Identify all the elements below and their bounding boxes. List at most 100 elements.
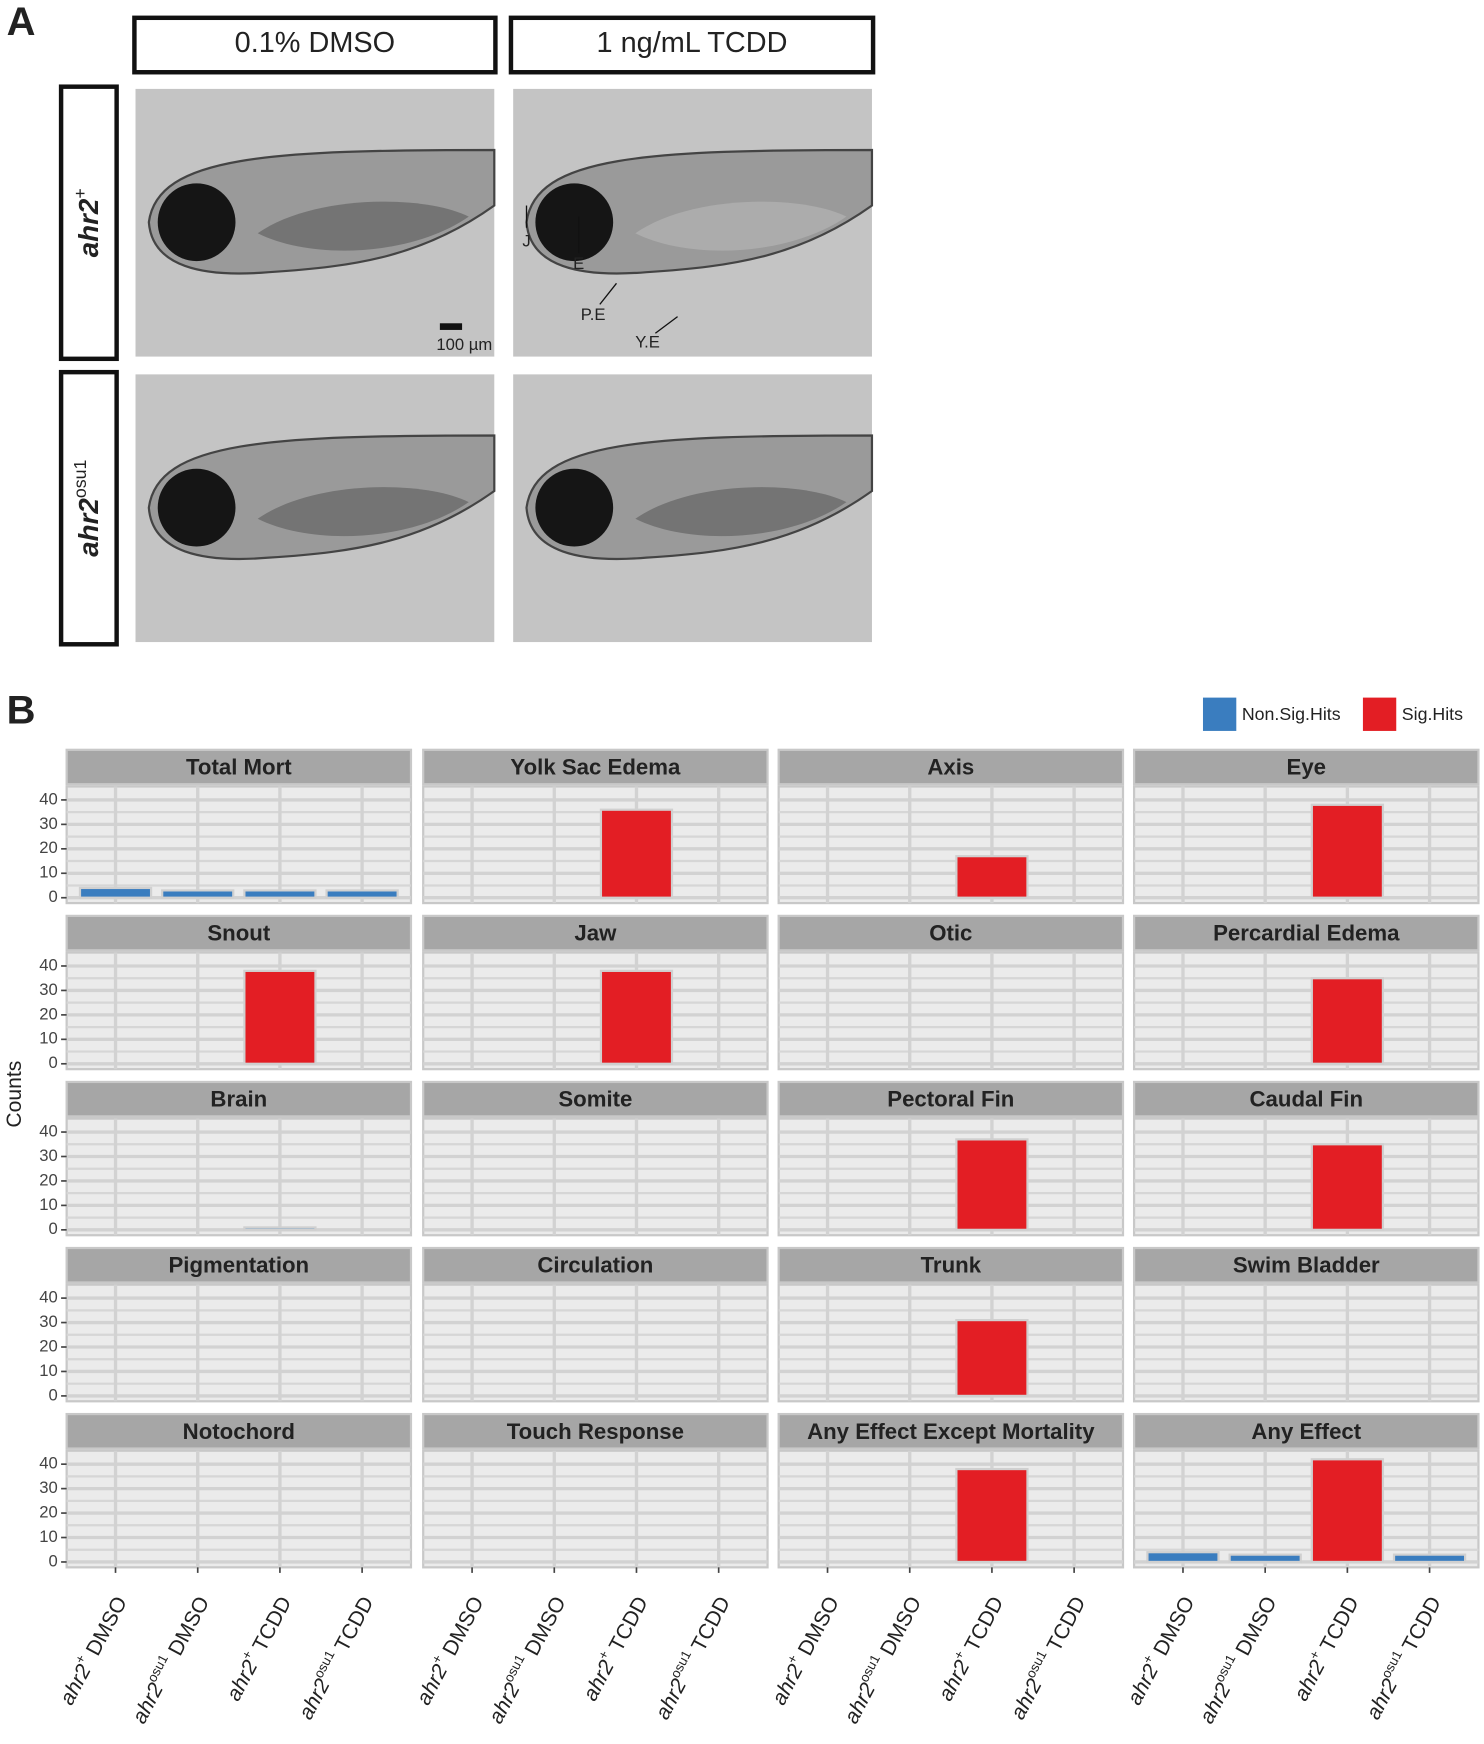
y-tick-label: 30	[39, 1312, 58, 1331]
strip-bg	[1132, 1080, 1480, 1118]
strip-title: Touch Response	[507, 1419, 684, 1444]
strip-title: Somite	[558, 1087, 632, 1112]
column-header: 1 ng/mL TCDD	[597, 27, 788, 59]
annotation: J	[522, 232, 530, 251]
treatment: TCDD	[960, 1593, 1008, 1656]
strip-bg	[777, 1080, 1125, 1118]
column-header-box	[132, 15, 498, 75]
strip-bg	[1132, 748, 1480, 786]
y-tick-label: 40	[39, 1288, 58, 1307]
column-header: 0.1% DMSO	[235, 27, 395, 59]
y-tick-label: 0	[48, 1219, 57, 1238]
strip-bg	[422, 1412, 769, 1450]
strip-title: Yolk Sac Edema	[510, 755, 681, 780]
strip-bg	[777, 748, 1125, 786]
x-tick-label: ahr2osu1 DMSO	[836, 1591, 925, 1727]
scale-bar-label: 100 µm	[436, 335, 492, 354]
gene: ahr2	[1289, 1656, 1329, 1704]
gene: ahr2	[1195, 1679, 1235, 1727]
bar	[325, 889, 399, 899]
row-header: ahr2osu1	[70, 460, 105, 557]
gene: ahr2	[55, 1660, 95, 1708]
panel-bg	[422, 1117, 769, 1237]
larva-gut	[257, 487, 469, 537]
strip-bg	[1132, 1246, 1480, 1284]
x-tick-label: ahr2+ DMSO	[1120, 1591, 1199, 1709]
strip-title: Pectoral Fin	[887, 1087, 1014, 1112]
y-tick-label: 20	[39, 1336, 58, 1355]
panel-bg	[777, 951, 1125, 1071]
treatment: TCDD	[1042, 1593, 1090, 1656]
gene: ahr2	[767, 1660, 807, 1708]
y-tick-label: 40	[39, 955, 58, 974]
treatment: TCDD	[330, 1593, 378, 1656]
larva-gut	[635, 201, 847, 251]
treatment: DMSO	[794, 1593, 844, 1660]
treatment: TCDD	[687, 1593, 735, 1656]
strip-title: Any Effect	[1251, 1419, 1361, 1444]
y-tick-label: 10	[39, 863, 58, 882]
row-header-box	[58, 369, 119, 647]
larva-eye	[157, 468, 236, 547]
strip-title: Jaw	[574, 921, 617, 946]
bar	[243, 969, 317, 1065]
panel-bg	[422, 1449, 769, 1569]
gene: ahr2	[73, 498, 104, 557]
treatment: TCDD	[248, 1593, 296, 1656]
y-tick-label: 40	[39, 789, 58, 808]
gene: ahr2	[294, 1675, 334, 1723]
strip-title: Percardial Edema	[1213, 921, 1400, 946]
gene: ahr2	[1362, 1675, 1402, 1723]
y-tick-label: 0	[48, 887, 57, 906]
strip-bg	[777, 1246, 1125, 1284]
gene: ahr2	[651, 1675, 691, 1723]
bar	[599, 808, 674, 899]
allele: osu1	[70, 460, 90, 499]
y-tick-label: 10	[39, 1195, 58, 1214]
panel-bg	[1132, 1449, 1480, 1569]
strip-title: Notochord	[183, 1419, 295, 1444]
legend-label: Sig.Hits	[1402, 704, 1463, 724]
treatment: DMSO	[876, 1593, 926, 1660]
row-header: ahr2+	[70, 188, 105, 257]
bar	[161, 889, 235, 899]
y-tick-label: 10	[39, 1029, 58, 1048]
y-tick-label: 20	[39, 1170, 58, 1189]
strip-title: Any Effect Except Mortality	[807, 1419, 1095, 1444]
bar	[955, 1138, 1029, 1231]
panel-bg	[65, 1117, 413, 1237]
x-tick-label: ahr2+ TCDD	[575, 1591, 652, 1705]
treatment: DMSO	[82, 1593, 132, 1660]
y-tick-label: 20	[39, 838, 58, 857]
strip-title: Axis	[927, 755, 974, 780]
treatment: DMSO	[520, 1593, 570, 1660]
y-axis-label: Counts	[3, 1061, 26, 1128]
bar	[1228, 1553, 1302, 1564]
larva-eye	[157, 183, 236, 262]
strip-title: Swim Bladder	[1233, 1253, 1380, 1278]
strip-bg	[65, 914, 413, 952]
bar	[1310, 803, 1385, 899]
panel-bg	[777, 1449, 1125, 1569]
gene: ahr2	[484, 1679, 524, 1727]
allele: +	[70, 188, 90, 198]
bar	[599, 969, 674, 1065]
gene: ahr2	[934, 1656, 974, 1704]
treatment: DMSO	[438, 1593, 488, 1660]
micrograph	[513, 374, 874, 643]
larva-gut	[635, 487, 847, 537]
annotation-leader	[654, 316, 678, 334]
strip-title: Total Mort	[186, 755, 292, 780]
bar	[243, 1226, 317, 1231]
bar	[955, 855, 1029, 899]
bar	[1310, 1143, 1385, 1231]
x-tick-label: ahr2osu1 DMSO	[481, 1591, 570, 1727]
panel-bg	[65, 1283, 413, 1403]
x-tick-label: ahr2osu1 TCDD	[1003, 1591, 1090, 1723]
treatment: TCDD	[1316, 1593, 1364, 1656]
x-tick-label: ahr2+ DMSO	[52, 1591, 131, 1709]
y-tick-label: 10	[39, 1527, 58, 1546]
gene: ahr2	[412, 1660, 452, 1708]
panel-bg	[777, 1117, 1125, 1237]
